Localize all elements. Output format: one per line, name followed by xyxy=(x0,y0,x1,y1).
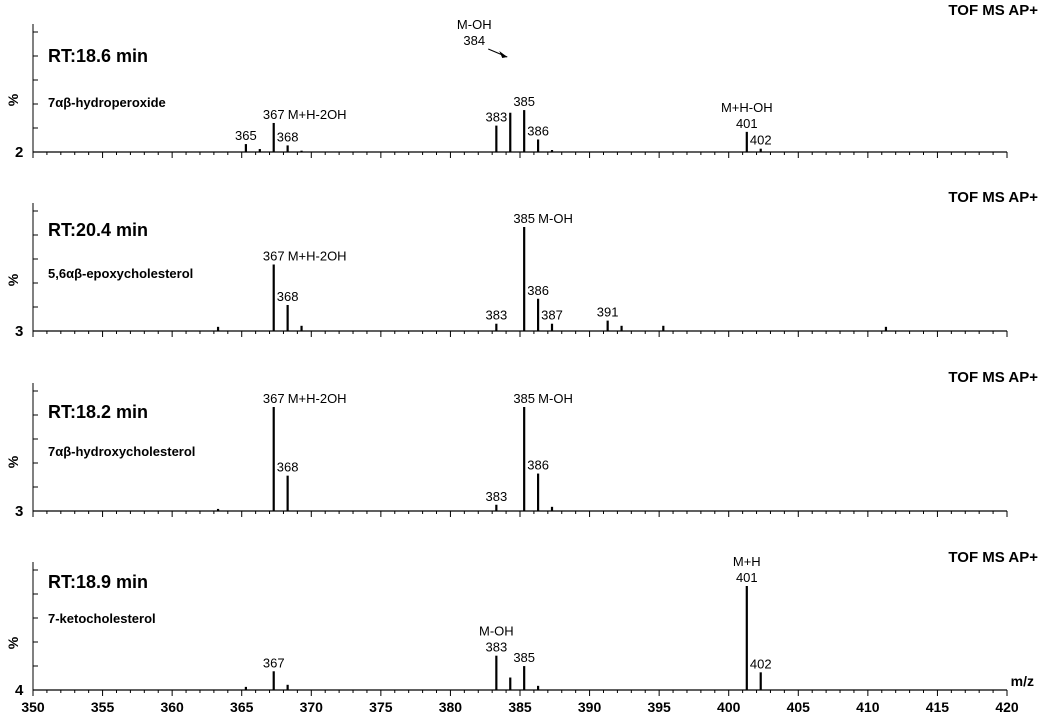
peak-mz-label: 367 xyxy=(263,248,285,263)
x-tick-label: 385 xyxy=(508,699,532,715)
baseline-value-label: 3 xyxy=(15,323,23,340)
peak-ion-tag: M+H-2OH xyxy=(288,107,347,122)
peak-mz-label: 383 xyxy=(485,640,507,655)
peak-mz-label: 385 xyxy=(513,391,535,406)
peak-mz-label: 367 xyxy=(263,655,285,670)
x-tick-label: 375 xyxy=(369,699,393,715)
compound-name-label: 7αβ-hydroxycholesterol xyxy=(48,444,195,459)
x-tick-label: 410 xyxy=(856,699,880,715)
retention-time-label: RT:20.4 min xyxy=(48,220,148,240)
compound-name-label: 5,6αβ-epoxycholesterol xyxy=(48,266,193,281)
x-tick-label: 395 xyxy=(647,699,671,715)
peak-ion-tag: M+H-2OH xyxy=(288,391,347,406)
instrument-label: TOF MS AP+ xyxy=(948,369,1038,386)
peak-mz-label: 391 xyxy=(597,305,619,320)
x-tick-label: 365 xyxy=(230,699,254,715)
compound-name-label: 7αβ-hydroperoxide xyxy=(48,95,166,110)
x-tick-label: 405 xyxy=(787,699,811,715)
peak-mz-label: 383 xyxy=(485,489,507,504)
peak-mz-label: 368 xyxy=(277,129,299,144)
peak-mz-label: 401 xyxy=(736,116,758,131)
x-axis-unit-label: m/z xyxy=(1011,673,1034,689)
x-tick-label: 420 xyxy=(995,699,1019,715)
peak-mz-label: 387 xyxy=(541,308,563,323)
x-tick-label: 380 xyxy=(439,699,463,715)
x-tick-label: 400 xyxy=(717,699,741,715)
peak-ion-title: M+H-OH xyxy=(721,100,773,115)
peak-mz-label: 402 xyxy=(750,656,772,671)
retention-time-label: RT:18.2 min xyxy=(48,402,148,422)
x-tick-label: 370 xyxy=(300,699,324,715)
peak-mz-label: 386 xyxy=(527,458,549,473)
retention-time-label: RT:18.9 min xyxy=(48,572,148,592)
callout-arrowhead xyxy=(499,51,508,58)
peak-mz-label: 386 xyxy=(527,123,549,138)
peak-mz-label: 368 xyxy=(277,460,299,475)
instrument-label: TOF MS AP+ xyxy=(948,549,1038,566)
y-axis-label: % xyxy=(5,273,21,286)
peak-ion-tag: M-OH xyxy=(538,391,573,406)
x-tick-label: 360 xyxy=(160,699,184,715)
peak-mz-label: 402 xyxy=(750,133,772,148)
y-axis-label: % xyxy=(5,455,21,468)
baseline-value-label: 2 xyxy=(15,144,23,161)
x-tick-label: 390 xyxy=(578,699,602,715)
baseline-value-label: 3 xyxy=(15,503,23,520)
peak-ion-tag: M+H-2OH xyxy=(288,248,347,263)
peak-mz-label: 385 xyxy=(513,94,535,109)
instrument-label: TOF MS AP+ xyxy=(948,189,1038,206)
baseline-value-label: 4 xyxy=(15,682,24,699)
peak-mz-label: 385 xyxy=(513,650,535,665)
peak-ion-tag: M-OH xyxy=(538,211,573,226)
compound-name-label: 7-ketocholesterol xyxy=(48,611,156,626)
peak-mz-label: 367 xyxy=(263,391,285,406)
x-tick-label: 355 xyxy=(91,699,115,715)
peak-ion-title: M-OH xyxy=(479,624,514,639)
peak-mz-label: 385 xyxy=(513,211,535,226)
peak-mz-label: 401 xyxy=(736,570,758,585)
peak-mz-label: 365 xyxy=(235,128,257,143)
y-axis-label: % xyxy=(5,93,21,106)
peak-mz-label: 367 xyxy=(263,107,285,122)
peak-mz-label: 368 xyxy=(277,289,299,304)
instrument-label: TOF MS AP+ xyxy=(948,2,1038,19)
peak-ion-title: M+H xyxy=(733,554,761,569)
peak-mz-label: 386 xyxy=(527,283,549,298)
y-axis-label: % xyxy=(5,636,21,649)
callout-mz-label: 384 xyxy=(463,33,485,48)
peak-mz-label: 383 xyxy=(485,308,507,323)
x-tick-label: 350 xyxy=(21,699,45,715)
x-tick-label: 415 xyxy=(926,699,950,715)
retention-time-label: RT:18.6 min xyxy=(48,46,148,66)
callout-ion-title: M-OH xyxy=(457,17,492,32)
peak-mz-label: 383 xyxy=(485,110,507,125)
